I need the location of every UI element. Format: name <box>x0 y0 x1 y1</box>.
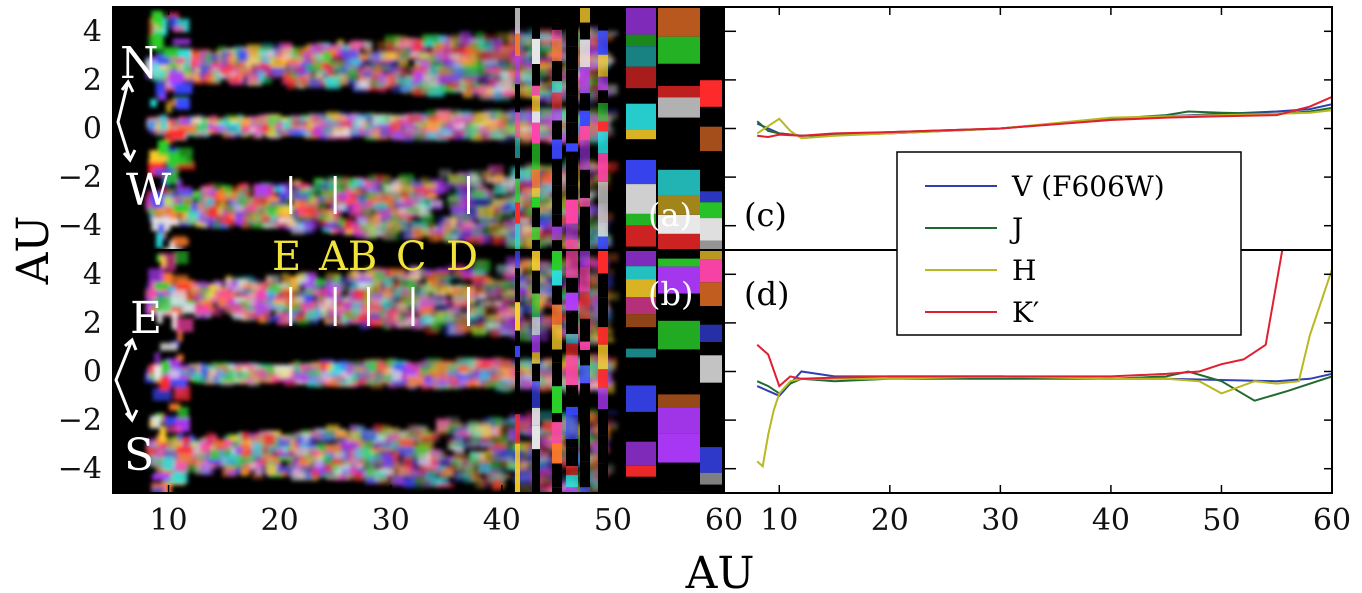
direction-label-e: E <box>130 293 162 344</box>
direction-label-w: W <box>126 165 172 216</box>
panel-c-lines <box>756 95 1332 140</box>
panel-a-ytick-label: 2 <box>83 63 102 98</box>
direction-label-s: S <box>124 430 154 481</box>
direction-arrow-top <box>116 79 137 163</box>
panel-b-label: (b) <box>648 275 693 313</box>
panel-d-xtick-label: 50 <box>1202 503 1240 538</box>
panel-a-ytick-label: 4 <box>83 14 102 49</box>
panel-b-xtick-label: 20 <box>261 503 299 538</box>
legend-label-k: K′ <box>1012 296 1039 329</box>
panel-d-xtick-label: 30 <box>981 503 1019 538</box>
panel-d-xtick-label: 40 <box>1092 503 1130 538</box>
legend-label-h: H <box>1012 254 1036 287</box>
panel-a-ytick-label: −2 <box>58 160 102 195</box>
feature-label-d: D <box>446 234 478 280</box>
y-axis-label: AU <box>8 216 59 286</box>
direction-label-n: N <box>120 38 159 89</box>
feature-label-ab: AB <box>318 234 377 280</box>
x-axis-label: AU <box>685 548 755 593</box>
legend-label-v: V (F606W) <box>1011 170 1165 203</box>
panel-d-lines <box>756 250 1332 469</box>
panel-b-xtick-label: 50 <box>594 503 632 538</box>
panel-b-xtick-label: 60 <box>705 503 743 538</box>
panel-a-ytick-label: 0 <box>83 112 102 147</box>
feature-label-c: C <box>396 234 427 280</box>
panel-b-ytick-label: 2 <box>83 306 102 341</box>
direction-arrow-bottom <box>114 337 139 423</box>
panel-b-ytick-label: 0 <box>83 355 102 390</box>
panel-a-label: (a) <box>648 196 692 234</box>
panel-d-xtick-label: 60 <box>1313 503 1351 538</box>
panel-d-xtick-label: 20 <box>871 503 909 538</box>
panel-b-ytick-label: 4 <box>83 257 102 292</box>
panel-b-ytick-label: −2 <box>58 403 102 438</box>
panel-c-label: (c) <box>744 196 787 234</box>
panel-a-image <box>145 7 722 250</box>
series-line-d-k <box>756 250 1332 388</box>
legend-label-j: J <box>1009 212 1023 245</box>
panel-b-xtick-label: 30 <box>372 503 410 538</box>
feature-markers <box>289 176 470 326</box>
panel-b-xtick-label: 40 <box>483 503 521 538</box>
panel-b-xtick-label: 10 <box>149 503 187 538</box>
feature-label-e: E <box>272 234 301 280</box>
panel-d-label: (d) <box>744 275 789 313</box>
panel-d-xtick-label: 10 <box>760 503 798 538</box>
legend-box <box>896 151 1242 336</box>
panel-b-ytick-label: −4 <box>58 452 102 487</box>
legend: V (F606W) J H K′ <box>896 151 1242 336</box>
series-line-c-k <box>757 95 1332 139</box>
panel-b-image <box>145 250 722 493</box>
panel-a-ytick-label: −4 <box>58 209 102 244</box>
